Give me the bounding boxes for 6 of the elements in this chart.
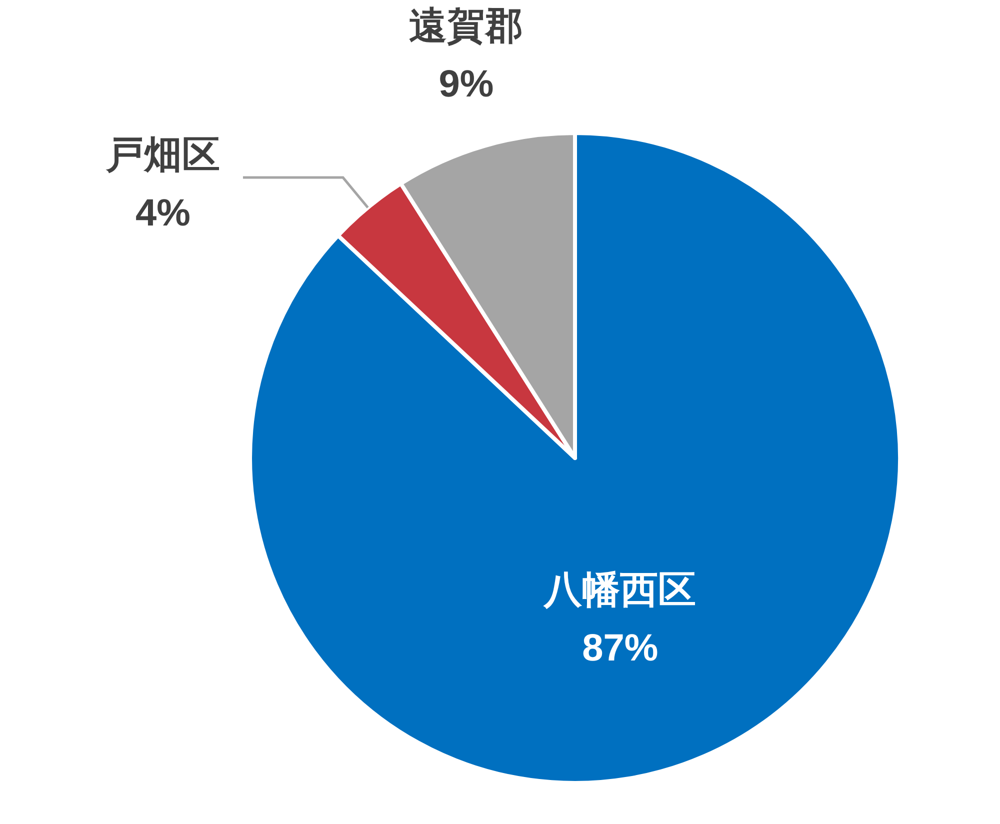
data-label: 9% [438,63,494,106]
slice-label: 戸畑区 [104,134,220,177]
data-label: 4% [136,192,190,235]
slice-label: 遠賀郡 [409,5,524,48]
slice-label: 八幡西区 [543,569,696,612]
data-label: 87% [582,627,658,670]
